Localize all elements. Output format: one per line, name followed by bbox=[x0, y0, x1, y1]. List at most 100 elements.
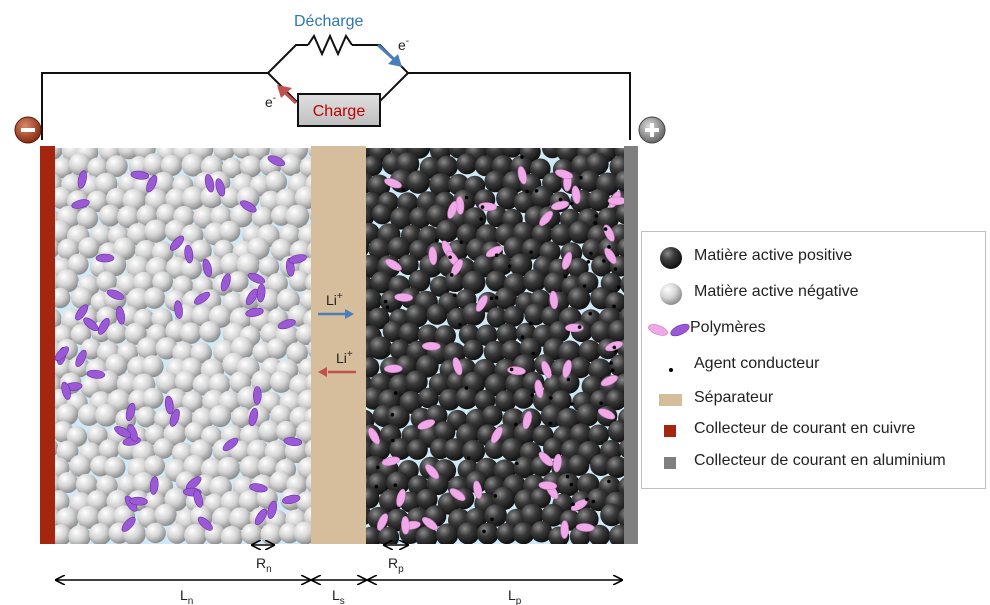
conductive-dot bbox=[479, 217, 484, 221]
polymer bbox=[381, 456, 401, 466]
particle bbox=[260, 523, 283, 544]
particle bbox=[307, 148, 311, 157]
conductive-dot bbox=[391, 438, 395, 443]
particle bbox=[258, 420, 281, 443]
particle bbox=[190, 342, 212, 364]
polymer bbox=[282, 494, 301, 505]
particle bbox=[239, 455, 263, 479]
particle bbox=[296, 491, 311, 514]
particle bbox=[409, 239, 431, 261]
dark-sphere-icon bbox=[660, 247, 682, 269]
conductive-dot bbox=[494, 296, 499, 300]
particle bbox=[98, 439, 120, 460]
particle bbox=[217, 456, 241, 480]
conductive-dot bbox=[531, 351, 536, 356]
particle bbox=[436, 155, 458, 178]
polymer bbox=[252, 386, 262, 405]
polymer bbox=[204, 174, 215, 193]
polymer bbox=[202, 258, 213, 277]
particle bbox=[75, 473, 98, 496]
polymer bbox=[193, 489, 204, 508]
particle bbox=[379, 489, 403, 513]
particle bbox=[70, 287, 93, 309]
legend-item-conductive: Agent conducteur bbox=[642, 353, 987, 379]
particle bbox=[404, 370, 428, 394]
legend-label: Matière active positive bbox=[694, 247, 853, 264]
polymer bbox=[396, 488, 406, 507]
particle bbox=[230, 406, 253, 429]
polymer bbox=[551, 200, 570, 211]
particle bbox=[220, 525, 243, 544]
polymer bbox=[385, 258, 402, 271]
particle bbox=[366, 526, 382, 544]
particle bbox=[160, 154, 183, 177]
particle bbox=[366, 357, 380, 378]
particle bbox=[307, 341, 311, 357]
particle bbox=[141, 355, 164, 378]
particle bbox=[184, 421, 206, 443]
external-circuit bbox=[41, 33, 631, 140]
particle bbox=[192, 373, 215, 396]
particle bbox=[619, 439, 624, 458]
dim-rp: Rp bbox=[388, 555, 404, 575]
polymer bbox=[534, 379, 544, 399]
particle bbox=[68, 153, 92, 176]
particle bbox=[136, 337, 160, 360]
particle bbox=[371, 203, 393, 225]
particle bbox=[494, 287, 517, 310]
polymer bbox=[288, 254, 307, 264]
resistor bbox=[307, 33, 353, 57]
conductive-dot bbox=[586, 260, 591, 264]
conductive-dot bbox=[448, 255, 452, 260]
particle bbox=[494, 390, 517, 412]
polymer bbox=[197, 516, 213, 531]
dim-ls: Ls bbox=[332, 587, 345, 605]
legend-item-copper: Collecteur de courant en cuivre bbox=[642, 418, 987, 444]
particle bbox=[496, 323, 518, 345]
conductive-dot bbox=[613, 267, 618, 271]
particle bbox=[293, 521, 311, 544]
conductive-dot bbox=[383, 299, 388, 304]
particle bbox=[181, 153, 205, 177]
particle bbox=[86, 190, 109, 213]
polymer bbox=[384, 178, 402, 189]
particle bbox=[429, 173, 453, 197]
particle bbox=[408, 269, 431, 292]
particle bbox=[607, 420, 624, 443]
particle bbox=[132, 271, 155, 293]
particle bbox=[191, 304, 214, 327]
particle bbox=[606, 456, 624, 479]
particle bbox=[219, 220, 241, 242]
polymer bbox=[75, 304, 89, 321]
legend-item-aluminium: Collecteur de courant en aluminium bbox=[642, 450, 987, 476]
conductive-dot bbox=[459, 240, 464, 244]
particle bbox=[87, 425, 108, 446]
particle bbox=[398, 322, 421, 345]
particle bbox=[520, 503, 544, 527]
particle bbox=[462, 270, 486, 295]
particle bbox=[567, 454, 590, 477]
polymer bbox=[254, 508, 268, 526]
particle bbox=[543, 437, 564, 459]
particle bbox=[435, 523, 459, 544]
particle bbox=[77, 403, 101, 426]
particle bbox=[530, 487, 551, 509]
particle bbox=[588, 424, 610, 446]
particle bbox=[166, 523, 188, 544]
polymer bbox=[417, 419, 436, 430]
polymer bbox=[475, 295, 488, 312]
conductive-dot bbox=[617, 285, 621, 290]
particle bbox=[484, 504, 508, 527]
particle bbox=[143, 287, 166, 309]
negative-terminal bbox=[14, 116, 42, 144]
conductive-dot bbox=[482, 529, 486, 534]
particle bbox=[484, 438, 506, 459]
particle bbox=[524, 303, 547, 326]
li-ion-label-discharge: Li+ bbox=[326, 291, 343, 308]
particle bbox=[180, 258, 203, 280]
particle bbox=[297, 457, 311, 481]
polymer bbox=[71, 199, 90, 209]
conductive-dot bbox=[571, 502, 575, 507]
li-ion-label-charge: Li+ bbox=[336, 349, 353, 366]
